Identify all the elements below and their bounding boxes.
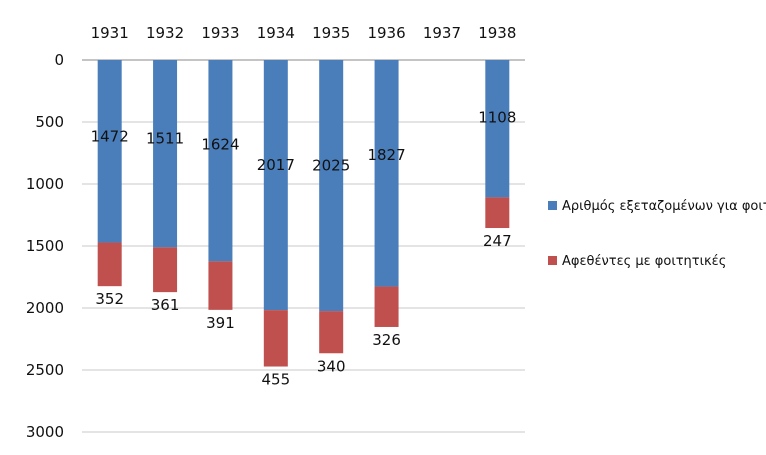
bar-examined	[153, 60, 178, 248]
category-label: 1936	[367, 24, 405, 42]
bar-released	[153, 247, 178, 293]
category-label: 1934	[257, 24, 295, 42]
legend: Αριθμός εξεταζομένων για φοιτητικές Αφεθέ…	[548, 199, 766, 269]
category-labels: 1931 1932 1933 1934 1935 1936 1937 1938	[91, 24, 517, 42]
bar-released	[485, 197, 510, 229]
y-tick-label: 2000	[26, 299, 64, 317]
category-label: 1935	[312, 24, 350, 42]
legend-swatch	[548, 201, 557, 210]
y-tick-label: 1000	[26, 175, 64, 193]
bar-released	[263, 310, 288, 367]
data-label-examined: 2017	[257, 156, 295, 174]
data-label-released: 361	[151, 296, 180, 314]
bar-examined	[208, 60, 233, 262]
category-label: 1937	[423, 24, 461, 42]
data-label-examined: 1624	[201, 136, 239, 154]
data-labels: 1472 352 1511 361 1624 391 2017 455 2025 340 1827 3…	[91, 109, 517, 389]
legend-label: Αριθμός εξεταζομένων για φοιτητικές	[562, 199, 766, 214]
data-label-examined: 1108	[478, 109, 516, 127]
bar-examined	[319, 60, 344, 312]
category-label: 1938	[478, 24, 516, 42]
y-tick-label: 2500	[26, 361, 64, 379]
bar-released	[319, 311, 344, 354]
data-label-released: 352	[95, 290, 124, 308]
bar-released	[374, 286, 399, 327]
data-label-examined: 1511	[146, 130, 184, 148]
bar-examined	[97, 60, 122, 243]
data-label-examined: 1827	[367, 146, 405, 164]
category-label: 1931	[91, 24, 129, 42]
bar-examined	[263, 60, 288, 311]
y-axis-ticks: 0 500 1000 1500 2000 2500 3000	[26, 51, 64, 441]
data-label-examined: 1472	[91, 128, 129, 146]
category-label: 1932	[146, 24, 184, 42]
bar-released	[97, 242, 122, 287]
legend-label: Αφεθέντες με φοιτητικές	[562, 254, 726, 269]
y-tick-label: 0	[54, 51, 64, 69]
y-tick-label: 500	[35, 113, 64, 131]
y-tick-label: 1500	[26, 237, 64, 255]
data-label-released: 391	[206, 314, 235, 332]
bar-examined	[374, 60, 399, 287]
gridlines	[82, 59, 525, 433]
data-label-released: 455	[261, 371, 290, 389]
category-label: 1933	[201, 24, 239, 42]
y-tick-label: 3000	[26, 423, 64, 441]
legend-swatch	[548, 256, 557, 265]
data-label-examined: 2025	[312, 156, 350, 174]
bars	[97, 60, 510, 367]
data-label-released: 340	[317, 357, 346, 375]
data-label-released: 247	[483, 232, 512, 250]
bar-examined	[485, 60, 510, 198]
bar-released	[208, 261, 233, 310]
data-label-released: 326	[372, 331, 401, 349]
